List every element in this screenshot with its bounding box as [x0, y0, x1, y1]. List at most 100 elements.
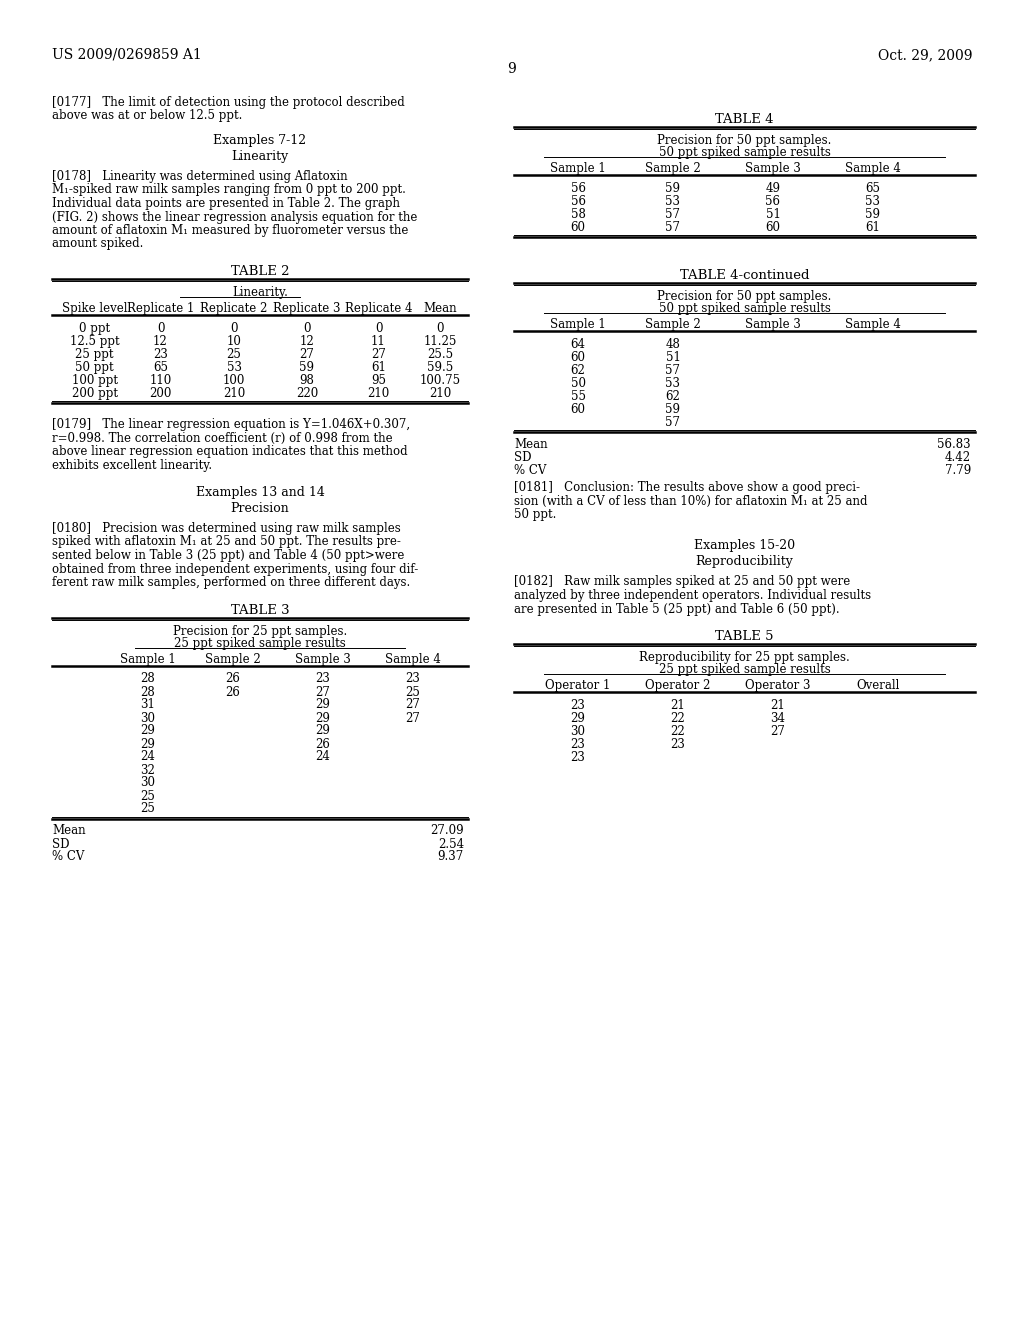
Text: Examples 7-12: Examples 7-12 — [213, 135, 306, 147]
Text: 27: 27 — [406, 698, 420, 711]
Text: 11.25: 11.25 — [423, 335, 457, 348]
Text: Replicate 1: Replicate 1 — [127, 302, 195, 315]
Text: [0182]   Raw milk samples spiked at 25 and 50 ppt were: [0182] Raw milk samples spiked at 25 and… — [514, 576, 850, 589]
Text: 31: 31 — [140, 698, 155, 711]
Text: ferent raw milk samples, performed on three different days.: ferent raw milk samples, performed on th… — [52, 576, 411, 589]
Text: US 2009/0269859 A1: US 2009/0269859 A1 — [52, 48, 202, 62]
Text: 65: 65 — [153, 360, 168, 374]
Text: 57: 57 — [666, 220, 681, 234]
Text: TABLE 4-continued: TABLE 4-continued — [680, 269, 809, 282]
Text: 0 ppt: 0 ppt — [79, 322, 110, 335]
Text: 25.5: 25.5 — [427, 348, 453, 360]
Text: % CV: % CV — [514, 465, 547, 477]
Text: 28: 28 — [140, 672, 155, 685]
Text: 210: 210 — [223, 387, 245, 400]
Text: 4.42: 4.42 — [945, 451, 971, 465]
Text: spiked with aflatoxin M₁ at 25 and 50 ppt. The results pre-: spiked with aflatoxin M₁ at 25 and 50 pp… — [52, 536, 400, 549]
Text: 56: 56 — [570, 195, 586, 209]
Text: Individual data points are presented in Table 2. The graph: Individual data points are presented in … — [52, 197, 400, 210]
Text: 27: 27 — [315, 685, 330, 698]
Text: SD: SD — [52, 837, 70, 850]
Text: amount of aflatoxin M₁ measured by fluorometer versus the: amount of aflatoxin M₁ measured by fluor… — [52, 224, 409, 238]
Text: TABLE 3: TABLE 3 — [230, 603, 290, 616]
Text: 27: 27 — [300, 348, 314, 360]
Text: 10: 10 — [226, 335, 242, 348]
Text: sion (with a CV of less than 10%) for aflatoxin M₁ at 25 and: sion (with a CV of less than 10%) for af… — [514, 495, 867, 507]
Text: 50 ppt spiked sample results: 50 ppt spiked sample results — [658, 302, 830, 315]
Text: 110: 110 — [150, 374, 172, 387]
Text: 100: 100 — [223, 374, 245, 387]
Text: 26: 26 — [225, 685, 240, 698]
Text: (FIG. 2) shows the linear regression analysis equation for the: (FIG. 2) shows the linear regression ana… — [52, 210, 418, 223]
Text: 98: 98 — [300, 374, 314, 387]
Text: 59: 59 — [666, 182, 681, 195]
Text: 59: 59 — [865, 209, 881, 220]
Text: 25: 25 — [140, 789, 155, 803]
Text: [0181]   Conclusion: The results above show a good preci-: [0181] Conclusion: The results above sho… — [514, 480, 860, 494]
Text: 34: 34 — [770, 711, 785, 725]
Text: 50 ppt: 50 ppt — [75, 360, 114, 374]
Text: Precision for 50 ppt samples.: Precision for 50 ppt samples. — [657, 290, 831, 304]
Text: 30: 30 — [140, 776, 155, 789]
Text: 210: 210 — [429, 387, 452, 400]
Text: 23: 23 — [315, 672, 330, 685]
Text: 29: 29 — [315, 725, 330, 738]
Text: Sample 3: Sample 3 — [745, 162, 801, 176]
Text: 25 ppt: 25 ppt — [75, 348, 114, 360]
Text: r=0.998. The correlation coefficient (r) of 0.998 from the: r=0.998. The correlation coefficient (r)… — [52, 432, 392, 445]
Text: 0: 0 — [436, 322, 443, 335]
Text: 25: 25 — [406, 685, 420, 698]
Text: TABLE 2: TABLE 2 — [230, 265, 289, 279]
Text: Precision for 25 ppt samples.: Precision for 25 ppt samples. — [173, 624, 347, 638]
Text: TABLE 4: TABLE 4 — [715, 114, 774, 125]
Text: Operator 1: Operator 1 — [546, 678, 610, 692]
Text: 65: 65 — [865, 182, 881, 195]
Text: 27.09: 27.09 — [430, 825, 464, 837]
Text: 62: 62 — [666, 389, 680, 403]
Text: Mean: Mean — [514, 438, 548, 451]
Text: 25 ppt spiked sample results: 25 ppt spiked sample results — [174, 636, 346, 649]
Text: exhibits excellent linearity.: exhibits excellent linearity. — [52, 458, 212, 471]
Text: 51: 51 — [766, 209, 780, 220]
Text: Spike level: Spike level — [61, 302, 127, 315]
Text: Sample 3: Sample 3 — [295, 652, 350, 665]
Text: 56: 56 — [570, 182, 586, 195]
Text: 25: 25 — [226, 348, 242, 360]
Text: Overall: Overall — [856, 678, 900, 692]
Text: 51: 51 — [666, 351, 680, 364]
Text: 59.5: 59.5 — [427, 360, 454, 374]
Text: Sample 4: Sample 4 — [845, 318, 901, 331]
Text: % CV: % CV — [52, 850, 84, 863]
Text: sented below in Table 3 (25 ppt) and Table 4 (50 ppt>were: sented below in Table 3 (25 ppt) and Tab… — [52, 549, 404, 562]
Text: 60: 60 — [570, 220, 586, 234]
Text: 22: 22 — [671, 711, 685, 725]
Text: 50: 50 — [570, 378, 586, 389]
Text: analyzed by three independent operators. Individual results: analyzed by three independent operators.… — [514, 589, 871, 602]
Text: 62: 62 — [570, 364, 586, 378]
Text: 22: 22 — [671, 725, 685, 738]
Text: 23: 23 — [570, 738, 586, 751]
Text: [0180]   Precision was determined using raw milk samples: [0180] Precision was determined using ra… — [52, 521, 400, 535]
Text: 27: 27 — [371, 348, 386, 360]
Text: above was at or below 12.5 ppt.: above was at or below 12.5 ppt. — [52, 110, 243, 121]
Text: [0177]   The limit of detection using the protocol described: [0177] The limit of detection using the … — [52, 96, 404, 110]
Text: Oct. 29, 2009: Oct. 29, 2009 — [878, 48, 972, 62]
Text: 57: 57 — [666, 416, 681, 429]
Text: Sample 4: Sample 4 — [385, 652, 440, 665]
Text: 50 ppt spiked sample results: 50 ppt spiked sample results — [658, 147, 830, 158]
Text: 100 ppt: 100 ppt — [72, 374, 118, 387]
Text: 57: 57 — [666, 209, 681, 220]
Text: 220: 220 — [296, 387, 318, 400]
Text: are presented in Table 5 (25 ppt) and Table 6 (50 ppt).: are presented in Table 5 (25 ppt) and Ta… — [514, 602, 840, 615]
Text: Examples 13 and 14: Examples 13 and 14 — [196, 486, 325, 499]
Text: 0: 0 — [157, 322, 164, 335]
Text: 60: 60 — [570, 403, 586, 416]
Text: 48: 48 — [666, 338, 680, 351]
Text: 23: 23 — [153, 348, 168, 360]
Text: Replicate 3: Replicate 3 — [273, 302, 341, 315]
Text: 2.54: 2.54 — [438, 837, 464, 850]
Text: 58: 58 — [570, 209, 586, 220]
Text: Mean: Mean — [423, 302, 457, 315]
Text: 64: 64 — [570, 338, 586, 351]
Text: 29: 29 — [140, 738, 155, 751]
